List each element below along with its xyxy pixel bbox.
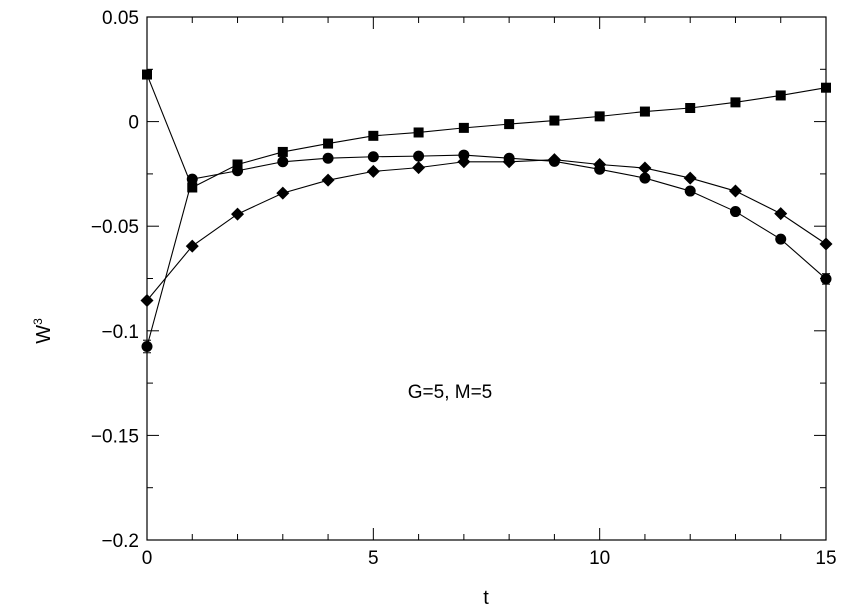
diamond-point: [547, 153, 561, 167]
square-point: [504, 119, 515, 130]
square-point: [277, 146, 288, 157]
diamond-point: [457, 155, 471, 169]
diamond-point: [774, 207, 788, 221]
plot-frame: [146, 16, 827, 541]
series-line: [146, 159, 827, 301]
diamond-point: [593, 157, 607, 171]
x-tick-label: 5: [368, 548, 379, 569]
y-tick-label: −0.05: [91, 217, 139, 238]
y-tick-label: 0.05: [102, 8, 139, 29]
square-point: [458, 122, 469, 133]
circle-point: [775, 233, 787, 245]
circle-point: [413, 150, 425, 162]
y-axis-label-base: W: [33, 325, 55, 344]
x-axis-label: t: [483, 587, 489, 609]
diamond-point: [638, 161, 652, 175]
square-point: [323, 138, 334, 149]
series-line: [146, 154, 827, 347]
diamond-point: [231, 207, 245, 221]
series-line: [146, 74, 827, 189]
x-tick-label: 10: [589, 548, 610, 569]
square-point: [549, 115, 560, 126]
diamond-point: [502, 155, 516, 169]
circle-point: [458, 149, 470, 161]
circle-point: [232, 165, 244, 177]
diamond-point: [412, 161, 426, 175]
square-point: [187, 182, 198, 193]
square-point: [639, 106, 650, 117]
y-tick-label: −0.1: [101, 322, 139, 343]
diamond-point: [276, 186, 290, 200]
square-point: [368, 130, 379, 141]
y-axis-label: W3: [31, 318, 55, 344]
series-diamond: [140, 153, 833, 307]
x-tick-label: 0: [142, 548, 153, 569]
circle-point: [367, 151, 379, 163]
y-tick-label: −0.2: [101, 531, 139, 552]
series-square: [142, 69, 831, 193]
circle-point: [684, 185, 696, 197]
series-circle: [141, 149, 832, 354]
circle-point: [277, 156, 289, 168]
diamond-point: [683, 171, 697, 185]
square-point: [685, 103, 696, 114]
diamond-point: [185, 239, 199, 253]
circle-point: [639, 172, 651, 184]
square-point: [232, 159, 243, 170]
square-point: [413, 127, 424, 138]
square-point: [775, 90, 786, 101]
axis-ticks: 0 5 10 15 −0.2 −0.15 −0.1 −0.05 0 0.05: [91, 8, 837, 569]
y-tick-label: 0: [128, 113, 139, 134]
circle-point: [186, 173, 198, 185]
diamond-point: [728, 184, 742, 198]
chart-annotation: G=5, M=5: [408, 382, 493, 403]
circle-point: [322, 152, 334, 164]
series-group: [140, 69, 833, 354]
circle-point: [729, 206, 741, 218]
y-tick-label: −0.15: [91, 426, 139, 447]
diamond-point: [366, 164, 380, 178]
y-axis-label-superscript: 3: [31, 318, 45, 325]
square-point: [594, 111, 605, 122]
diamond-point: [321, 173, 335, 187]
square-point: [730, 97, 741, 108]
x-tick-label: 15: [815, 548, 836, 569]
